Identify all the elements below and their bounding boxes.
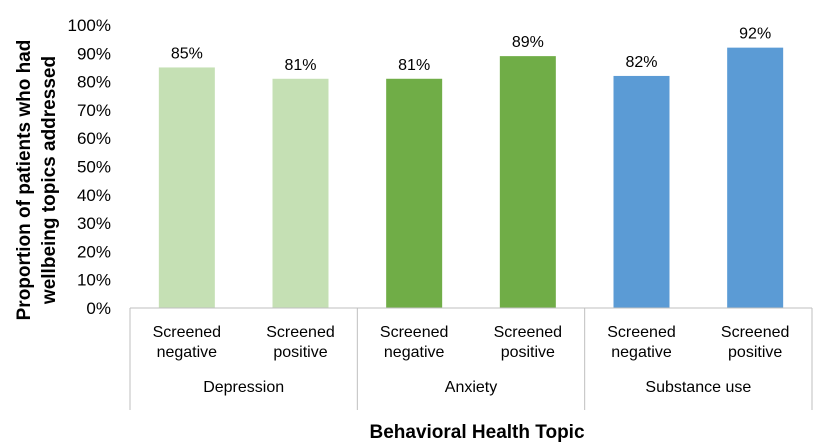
- bar: [499, 56, 556, 308]
- y-tick-label: 30%: [77, 214, 111, 233]
- x-category-label: Screened: [494, 324, 563, 341]
- bar: [386, 78, 443, 309]
- bar: [727, 47, 784, 308]
- bar: [613, 75, 670, 308]
- x-category-label: Screened: [380, 324, 449, 341]
- x-category-label: positive: [273, 344, 327, 361]
- x-category-label: negative: [384, 344, 445, 361]
- y-tick-label: 100%: [68, 16, 111, 35]
- x-category-label: Screened: [266, 324, 335, 341]
- data-label: 81%: [284, 57, 316, 74]
- y-tick-label: 20%: [77, 242, 111, 261]
- x-category-label: Screened: [721, 324, 790, 341]
- y-tick-label: 90%: [77, 44, 111, 63]
- x-group-label: Substance use: [645, 379, 751, 396]
- x-category-label: negative: [157, 344, 218, 361]
- y-axis-title-line-1: Proportion of patients who had: [14, 40, 35, 321]
- x-category-label: Screened: [607, 324, 676, 341]
- y-tick-label: 70%: [77, 101, 111, 120]
- data-label: 85%: [171, 45, 203, 62]
- x-group-label: Depression: [203, 379, 284, 396]
- data-label: 89%: [512, 34, 544, 51]
- y-tick-label: 50%: [77, 158, 111, 177]
- bar-series: [158, 47, 784, 309]
- y-tick-label: 10%: [77, 271, 111, 290]
- y-axis-title-line-2: wellbeing topics addressed: [39, 56, 60, 305]
- data-labels: 85% 81% 81% 89% 82% 92%: [171, 26, 771, 74]
- y-tick-label: 40%: [77, 186, 111, 205]
- x-category-label: positive: [501, 344, 555, 361]
- data-label: 81%: [398, 57, 430, 74]
- x-group-label: Anxiety: [445, 379, 497, 396]
- x-category-label: Screened: [153, 324, 222, 341]
- y-tick-label: 60%: [77, 129, 111, 148]
- bar: [158, 67, 215, 308]
- bar: [272, 78, 329, 309]
- x-category-label: positive: [728, 344, 782, 361]
- x-axis-title: Behavioral Health Topic: [369, 422, 584, 443]
- data-label: 82%: [625, 54, 657, 71]
- y-tick-label: 0%: [86, 299, 111, 318]
- data-label: 92%: [739, 26, 771, 43]
- x-category-label: negative: [611, 344, 672, 361]
- y-axis-title: Proportion of patients who had wellbeing…: [14, 40, 60, 321]
- y-axis: 0% 10% 20% 30% 40% 50% 60% 70% 80% 90% 100%: [68, 16, 111, 318]
- x-axis: Screened negative Screened positive Screened…: [129, 307, 813, 410]
- y-tick-label: 80%: [77, 73, 111, 92]
